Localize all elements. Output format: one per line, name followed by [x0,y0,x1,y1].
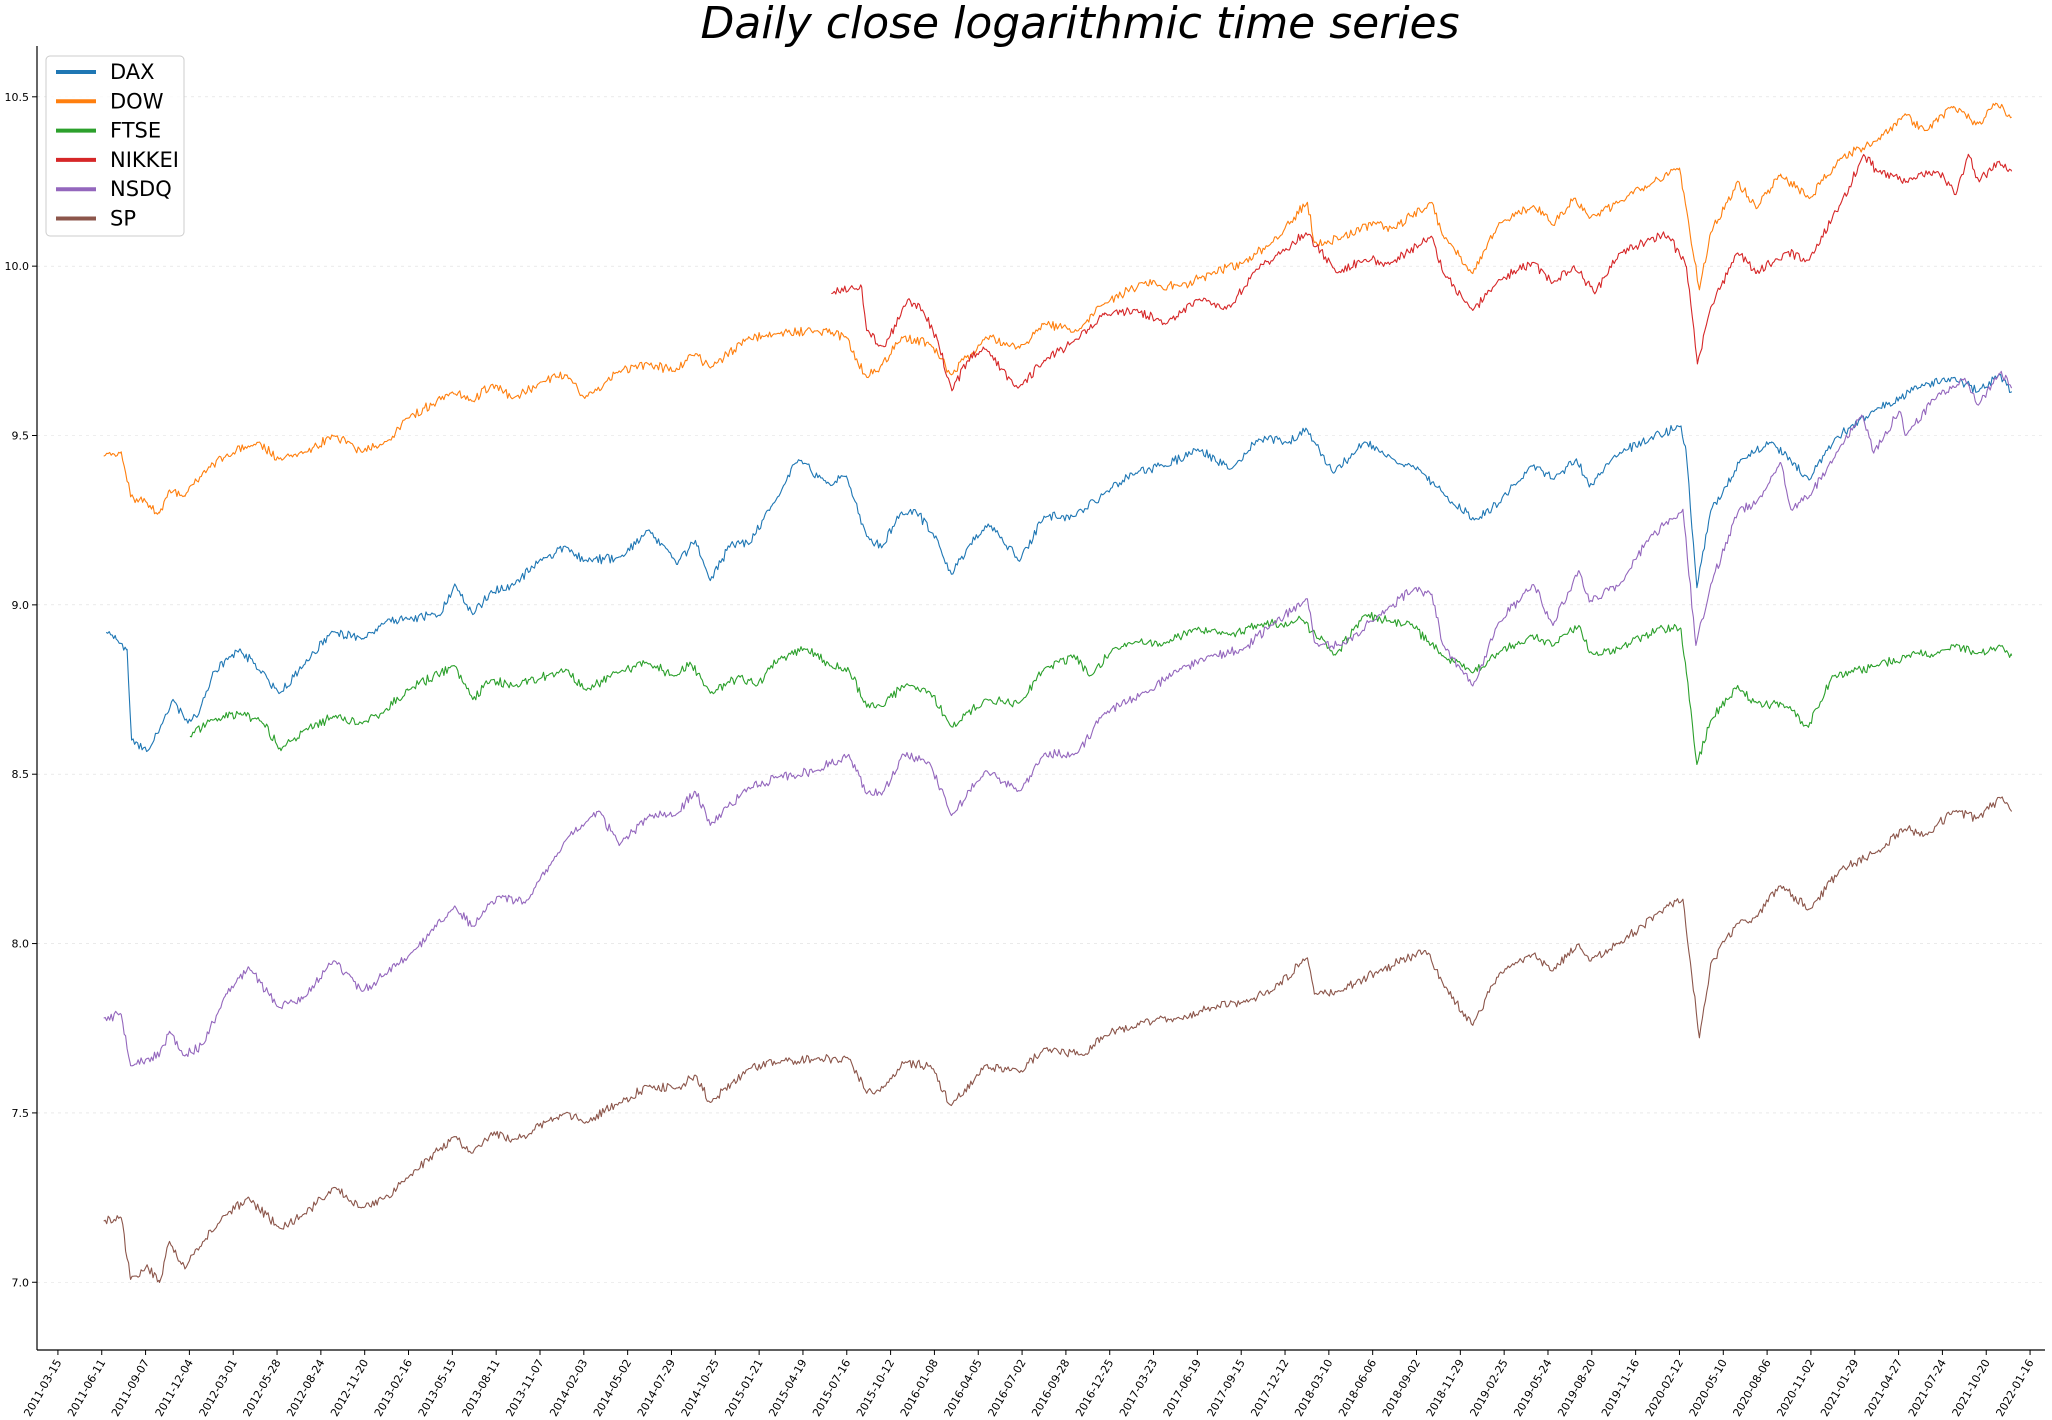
y-tick-label: 8.0 [12,938,30,951]
x-tick-label: 2019-05-24 [1511,1357,1554,1419]
x-tick-label: 2017-03-23 [1117,1357,1160,1419]
x-tick-label: 2018-06-06 [1336,1357,1379,1419]
x-tick-label: 2021-07-24 [1906,1357,1949,1419]
x-tick-label: 2011-12-04 [153,1357,196,1419]
x-tick-label: 2019-08-20 [1555,1357,1598,1419]
x-tick-label: 2014-05-02 [591,1357,634,1419]
legend-label-dax: DAX [110,60,155,84]
x-tick-label: 2014-07-29 [635,1357,678,1419]
x-tick-label: 2011-09-07 [109,1357,152,1419]
legend-label-sp: SP [110,207,136,231]
x-tick-label: 2014-10-25 [679,1357,722,1419]
x-tick-label: 2015-07-16 [810,1357,853,1419]
x-axis-ticks: 2011-03-15 2011-06-11 2011-09-07 2011-12-04… [21,1350,2037,1419]
x-tick-label: 2012-08-24 [284,1357,327,1419]
series-line-ftse [189,611,2013,766]
axes [36,46,2045,1351]
x-tick-label: 2013-05-15 [416,1357,459,1419]
x-tick-label: 2019-02-25 [1468,1357,1511,1419]
x-tick-label: 2021-10-20 [1950,1357,1993,1419]
x-tick-label: 2018-09-02 [1380,1357,1423,1419]
series-line-nikkei [831,153,2013,392]
legend-label-nsdq: NSDQ [110,177,172,201]
y-tick-label: 7.5 [12,1107,30,1120]
x-tick-label: 2020-05-10 [1687,1357,1730,1419]
y-tick-label: 7.0 [12,1276,30,1289]
x-tick-label: 2012-11-20 [328,1357,371,1419]
x-tick-label: 2015-10-12 [854,1357,897,1419]
x-tick-label: 2012-05-28 [240,1357,283,1419]
x-tick-label: 2016-04-05 [942,1357,985,1419]
x-tick-label: 2016-07-02 [985,1357,1028,1419]
x-tick-label: 2011-03-15 [21,1357,64,1419]
x-tick-label: 2018-03-10 [1292,1357,1335,1419]
x-tick-label: 2012-03-01 [197,1357,240,1419]
x-tick-label: 2011-06-11 [65,1357,108,1419]
series-line-dax [105,374,2013,753]
x-tick-label: 2013-08-11 [460,1357,503,1419]
x-tick-label: 2018-11-29 [1424,1357,1467,1419]
x-tick-label: 2019-11-16 [1599,1357,1642,1419]
legend-label-ftse: FTSE [110,119,161,143]
y-axis-ticks: 7.0 7.5 8.0 8.5 9.0 9.5 10.0 10.5 [5,91,37,1289]
x-tick-label: 2020-02-12 [1643,1357,1686,1419]
x-tick-label: 2016-09-28 [1029,1357,1072,1419]
x-tick-label: 2015-04-19 [766,1357,809,1419]
x-tick-label: 2022-01-16 [1993,1357,2036,1419]
x-tick-label: 2017-12-12 [1248,1357,1291,1419]
y-tick-label: 8.5 [12,768,30,781]
y-tick-label: 9.0 [12,599,30,612]
series-lines [103,102,2013,1284]
y-tick-label: 9.5 [12,430,30,443]
x-tick-label: 2014-02-03 [547,1357,590,1419]
x-tick-label: 2013-02-16 [372,1357,415,1419]
x-tick-label: 2013-11-07 [503,1357,546,1419]
series-line-sp [103,796,2013,1284]
series-line-nsdq [103,370,2013,1067]
chart-title: Daily close logarithmic time series [700,0,1459,49]
x-tick-label: 2017-09-15 [1205,1357,1248,1419]
x-tick-label: 2021-01-29 [1818,1357,1861,1419]
series-line-dow [103,102,2012,515]
x-tick-label: 2021-04-27 [1862,1357,1905,1419]
x-tick-label: 2016-12-25 [1073,1357,1116,1419]
grid-lines [37,96,2045,1283]
x-tick-label: 2016-01-08 [898,1357,941,1419]
x-tick-label: 2020-08-06 [1730,1357,1773,1419]
y-tick-label: 10.5 [5,91,30,104]
legend: DAX DOW FTSE NIKKEI NSDQ SP [45,55,185,237]
legend-label-dow: DOW [110,89,164,113]
legend-label-nikkei: NIKKEI [110,148,179,172]
x-tick-label: 2020-11-02 [1774,1357,1817,1419]
x-tick-label: 2015-01-21 [722,1357,765,1419]
x-tick-label: 2017-06-19 [1161,1357,1204,1419]
y-tick-label: 10.0 [5,260,30,273]
